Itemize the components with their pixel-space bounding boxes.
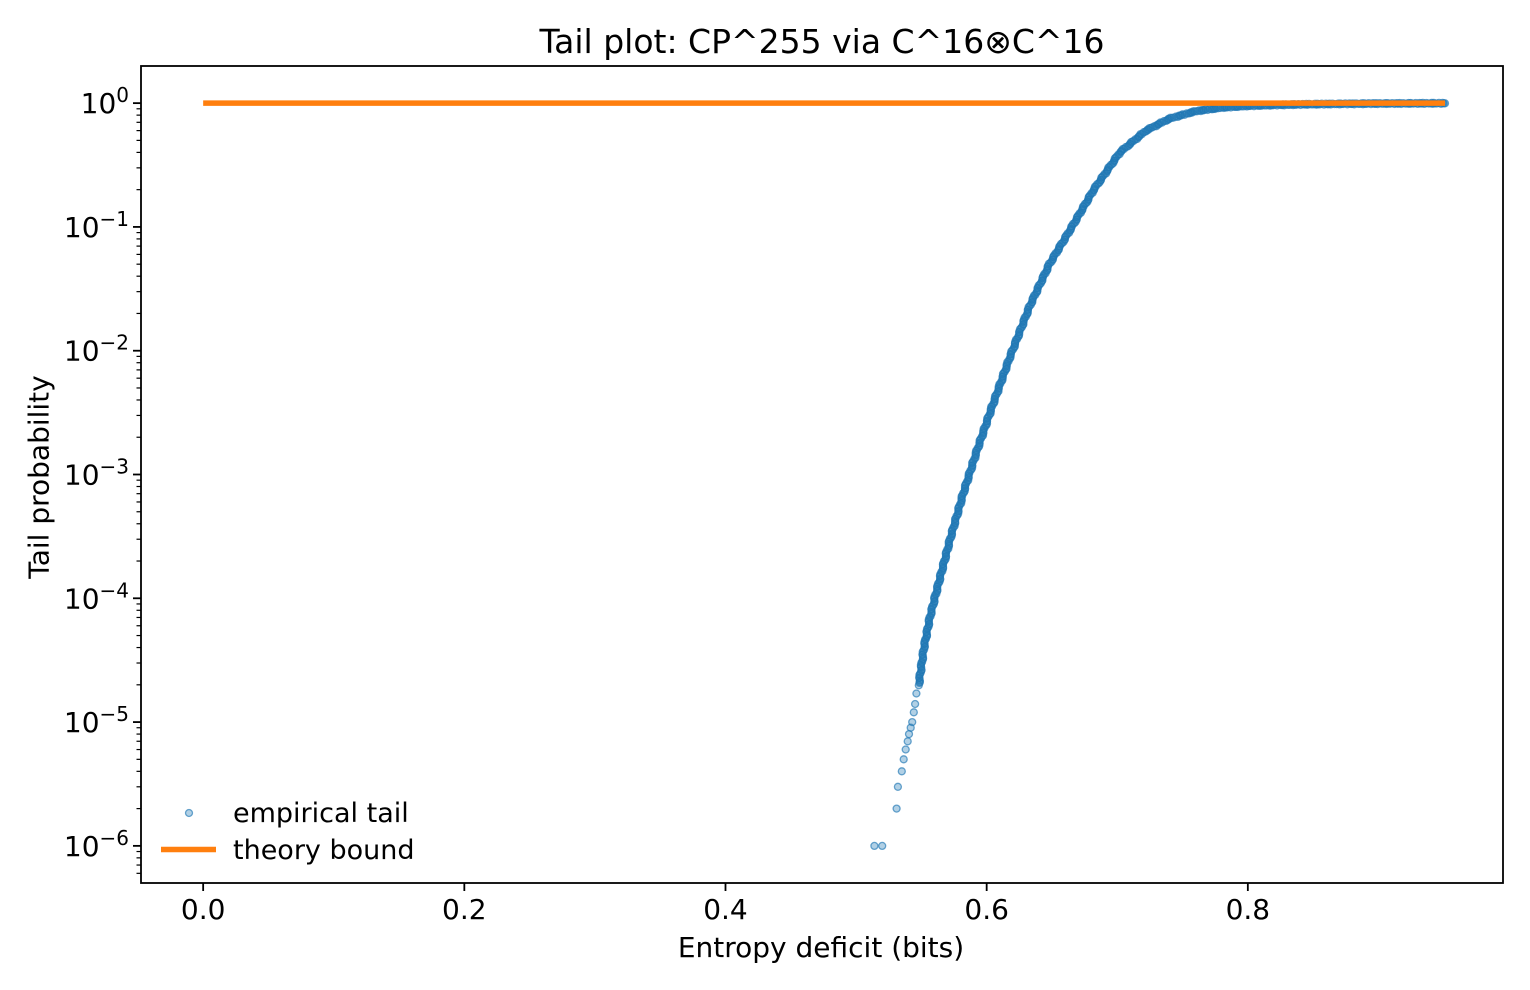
x-tick-label: 0.8: [1226, 893, 1271, 926]
scatter-point: [910, 699, 920, 709]
scatter-point: [909, 708, 918, 717]
x-axis-label: Entropy deficit (bits): [677, 931, 965, 964]
legend: empirical tail theory bound: [161, 798, 415, 866]
scatter-point: [912, 689, 921, 698]
legend-label-theory: theory bound: [233, 835, 415, 866]
scatter-point: [903, 737, 912, 746]
y-axis-label: Tail probability: [22, 375, 56, 579]
y-tick-label: 10−4: [64, 578, 129, 615]
axes-spines: [140, 65, 1504, 884]
legend-marker-empirical: [184, 808, 194, 818]
scatter-point: [870, 841, 879, 851]
chart-title: Tail plot: CP^255 via C^16⊗C^16: [539, 22, 1105, 61]
scatter-point: [892, 804, 901, 813]
scatter-point: [893, 782, 903, 791]
empirical-tail-scatter: [870, 98, 1450, 851]
y-tick-label: 10−6: [64, 826, 129, 863]
scatter-point: [908, 717, 917, 727]
y-tick-label: 100: [81, 83, 129, 120]
scatter-point: [901, 745, 910, 754]
x-tick-label: 0.6: [964, 893, 1009, 926]
legend-label-empirical: empirical tail: [233, 798, 409, 829]
y-tick-label: 10−1: [64, 207, 129, 244]
y-tick-label: 10−5: [64, 702, 129, 739]
x-tick-label: 0.4: [703, 893, 748, 926]
scatter-point: [878, 841, 887, 851]
y-tick-label: 10−3: [64, 455, 129, 492]
scatter-point: [897, 767, 906, 776]
scatter-point: [899, 755, 908, 764]
y-tick-label: 10−2: [64, 331, 129, 368]
x-tick-label: 0.2: [442, 893, 487, 926]
x-tick-label: 0.0: [181, 893, 226, 926]
